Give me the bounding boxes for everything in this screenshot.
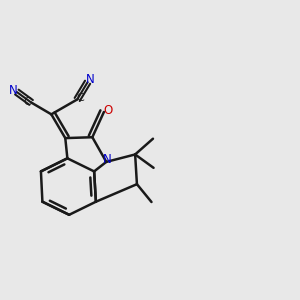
Text: C: C — [23, 97, 31, 106]
Text: N: N — [86, 74, 95, 86]
Text: C: C — [77, 93, 85, 103]
Text: N: N — [9, 84, 18, 98]
Text: O: O — [103, 104, 112, 117]
Text: N: N — [103, 153, 112, 166]
